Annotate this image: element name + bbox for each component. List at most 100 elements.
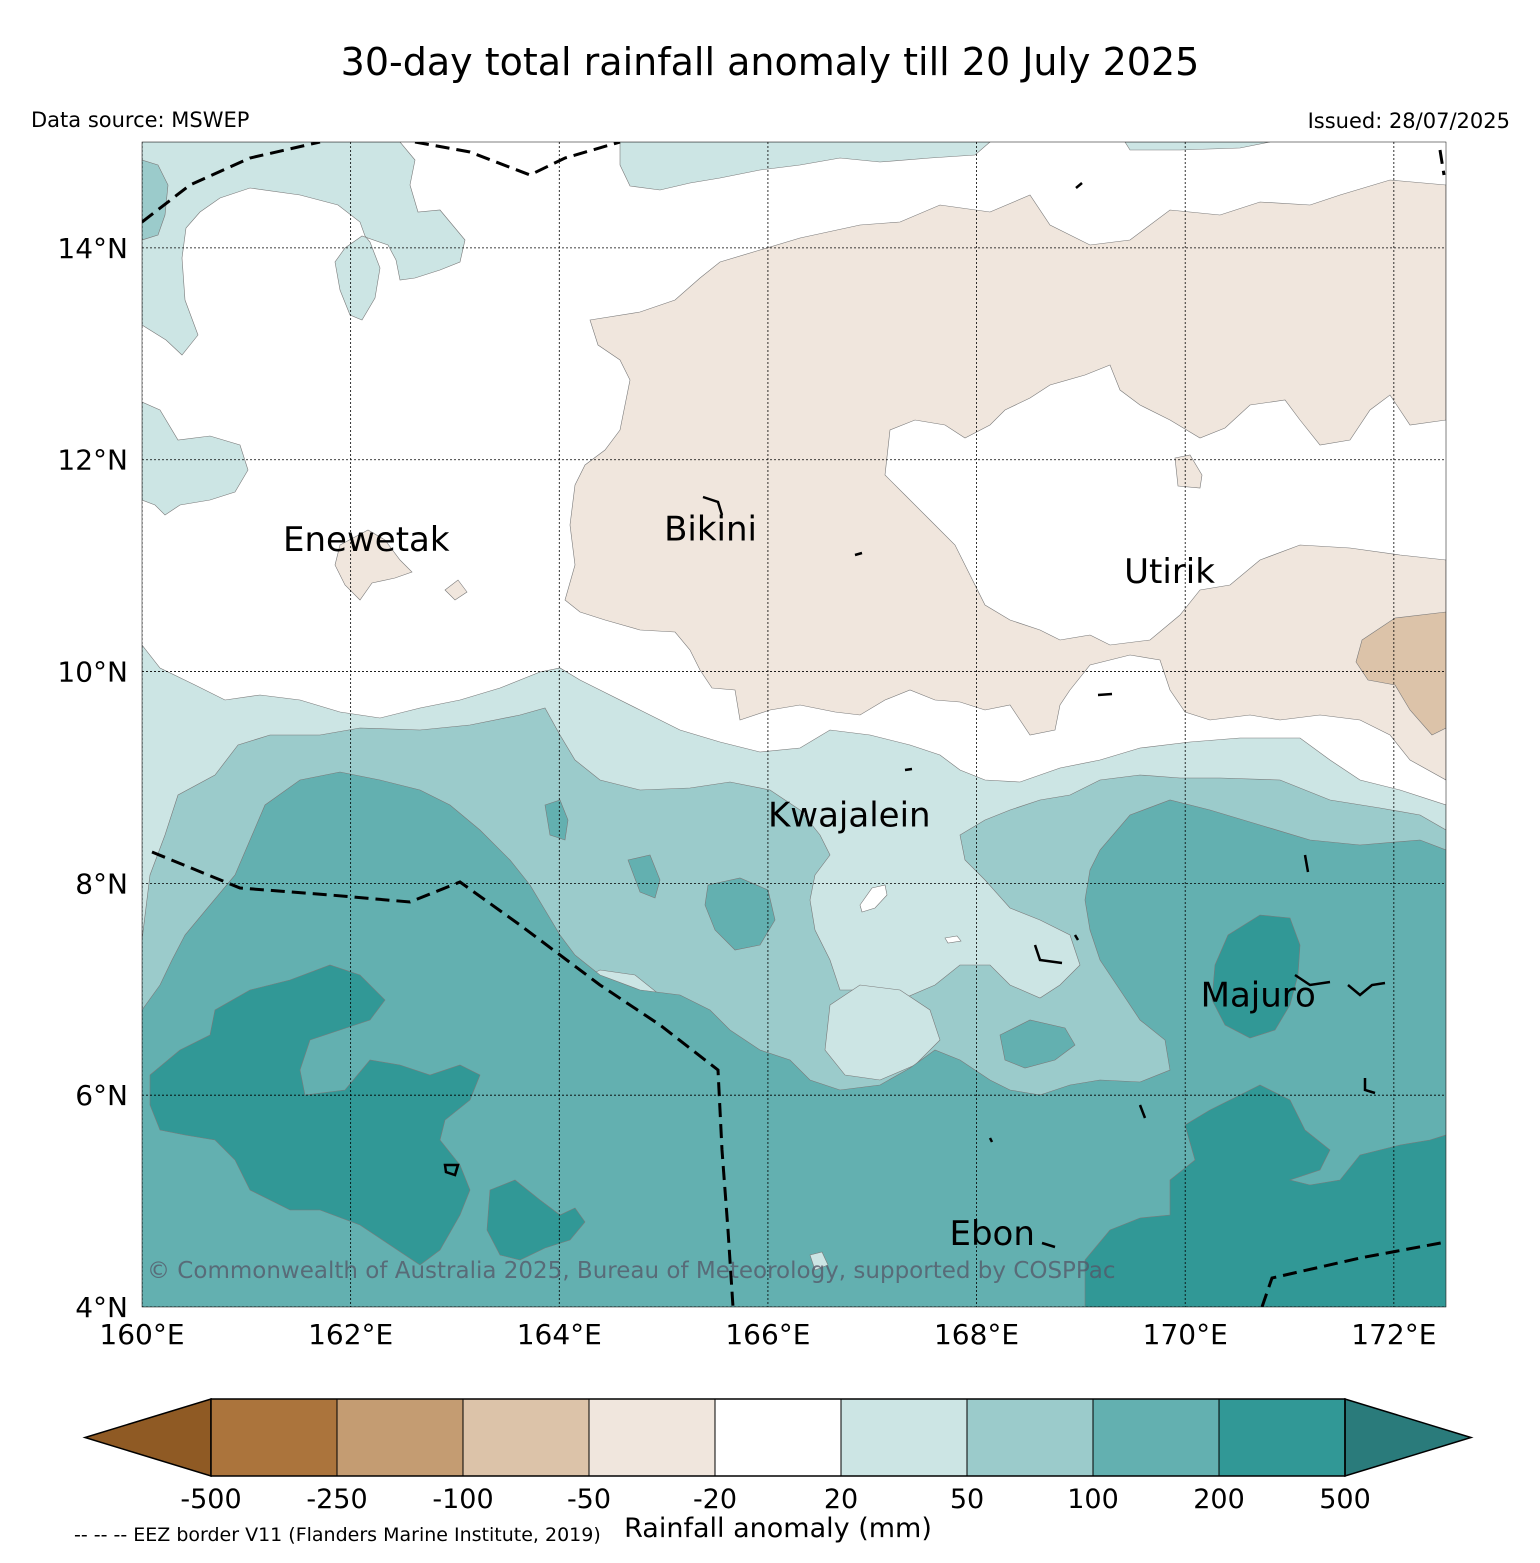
place-label: Kwajalein — [768, 796, 931, 836]
place-label: Majuro — [1201, 976, 1316, 1016]
atoll — [988, 1137, 994, 1143]
lon-tick-label: 172°E — [1351, 1318, 1436, 1351]
colorbar-bin — [1092, 1398, 1220, 1477]
eez-borders — [142, 142, 1446, 1307]
lon-tick-label: 162°E — [308, 1318, 393, 1351]
eez-border-marshall-southwest — [151, 850, 735, 1307]
light-wet-region-north — [619, 142, 991, 191]
colorbar-tick-label: -20 — [693, 1484, 737, 1515]
place-label: Utirik — [1124, 552, 1215, 592]
colorbar-under-arrow — [82, 1397, 212, 1478]
eez-border-marshall-north — [414, 142, 621, 177]
colorbar-bin — [840, 1398, 968, 1477]
colorbar-tick-label: 100 — [1067, 1484, 1119, 1515]
colorbar-tick-label: 20 — [824, 1484, 858, 1515]
colorbar-bin — [210, 1398, 338, 1477]
light-wet-dot — [809, 1251, 829, 1271]
latitude-labels: 14°N 12°N 10°N 8°N 6°N 4°N — [57, 232, 128, 1324]
light-wet-region-west — [142, 401, 249, 516]
place-labels: Enewetak Bikini Utirik Kwajalein Majuro Ebon — [283, 510, 1316, 1254]
atoll — [1041, 1241, 1056, 1249]
moderate-dry-patch — [1355, 611, 1446, 736]
atoll — [1097, 692, 1113, 697]
colorbar-frame — [210, 1398, 1346, 1477]
atoll — [1138, 1104, 1147, 1119]
colorbar-tick-label: -100 — [432, 1484, 493, 1515]
colorbar-bin — [588, 1398, 716, 1477]
colorbar-bin — [1218, 1398, 1346, 1477]
colorbar-bin — [966, 1398, 1094, 1477]
atoll — [443, 1163, 460, 1177]
lon-tick-label: 160°E — [99, 1318, 184, 1351]
lon-tick-label: 168°E — [934, 1318, 1019, 1351]
light-wet-dot — [859, 884, 888, 913]
atoll — [702, 495, 724, 516]
atoll — [854, 551, 863, 557]
lon-tick-label: 164°E — [517, 1318, 602, 1351]
graticule — [142, 142, 1446, 1307]
map-plot-area — [142, 142, 1446, 1307]
colorbar-bin — [336, 1398, 464, 1477]
light-wet-region-north — [1124, 142, 1271, 151]
colorbar-tick-label: -500 — [180, 1484, 241, 1515]
colorbar-tick-label: -250 — [306, 1484, 367, 1515]
colorbar-over-arrow — [1344, 1397, 1474, 1478]
majuro-atoll — [1347, 981, 1386, 997]
wet-patch — [544, 799, 569, 841]
colorbar-tick-label: -50 — [567, 1484, 611, 1515]
lat-tick-label: 8°N — [75, 867, 128, 900]
plot-frame — [141, 141, 1447, 1308]
kwajalein-atoll — [1033, 944, 1063, 965]
lat-tick-label: 14°N — [57, 232, 128, 265]
light-wet-patch — [824, 984, 941, 1081]
colorbar-tick-label: 200 — [1193, 1484, 1245, 1515]
place-label: Enewetak — [283, 520, 450, 560]
longitude-labels: 160°E 162°E 164°E 166°E 168°E 170°E 172°E — [99, 1318, 1436, 1351]
colorbar: -500 -250 -100 -50 -20 20 50 100 200 500 — [82, 1397, 1474, 1515]
wet-patch — [999, 1019, 1076, 1069]
dry-anomaly-patch — [334, 529, 413, 601]
majuro-atoll — [1294, 973, 1331, 987]
wet-region — [142, 771, 1446, 1307]
atoll — [1075, 182, 1083, 189]
atoll — [904, 767, 913, 772]
colorbar-title: Rainfall anomaly (mm) — [624, 1513, 932, 1544]
lat-tick-label: 10°N — [57, 656, 128, 689]
lat-tick-label: 6°N — [75, 1079, 128, 1112]
very-wet-region-majuro — [1211, 914, 1301, 1039]
dry-anomaly-patch — [444, 579, 468, 601]
atoll-coastlines — [443, 182, 1386, 1249]
colorbar-tick-label: 500 — [1319, 1484, 1371, 1515]
place-label: Ebon — [949, 1214, 1034, 1254]
light-wet-region-north — [142, 142, 466, 356]
eez-border-note: -- -- -- EEZ border V11 (Flanders Marine… — [74, 1524, 601, 1546]
lat-tick-label: 12°N — [57, 444, 128, 477]
wet-patch — [627, 854, 661, 899]
very-wet-region-southeast — [1084, 1084, 1446, 1307]
wet-patch-northwest — [142, 159, 169, 241]
eez-border-marshall-northeast — [1438, 149, 1446, 176]
dry-anomaly-patch — [1174, 454, 1203, 489]
colorbar-bin — [462, 1398, 590, 1477]
eez-border-marshall-southeast — [1260, 1240, 1446, 1307]
eez-border-marshall-north — [142, 142, 321, 224]
atoll — [1303, 854, 1310, 873]
lon-tick-label: 166°E — [725, 1318, 810, 1351]
light-wet-dot — [944, 935, 962, 944]
colorbar-bin — [714, 1398, 842, 1477]
atoll — [1363, 1078, 1376, 1095]
copyright-notice: © Commonwealth of Australia 2025, Bureau… — [147, 1258, 1116, 1284]
place-label: Bikini — [664, 510, 757, 550]
atoll — [1073, 934, 1080, 941]
lat-tick-label: 4°N — [75, 1291, 128, 1324]
lon-tick-label: 170°E — [1143, 1318, 1228, 1351]
wet-patch — [704, 877, 776, 951]
map-title: 30-day total rainfall anomaly till 20 Ju… — [340, 40, 1200, 84]
dry-anomaly-region — [564, 179, 1446, 781]
colorbar-tick-label: 50 — [950, 1484, 984, 1515]
very-wet-region-southwest — [149, 964, 481, 1266]
very-wet-patch — [486, 1179, 586, 1261]
data-source-label: Data source: MSWEP — [31, 108, 250, 132]
issued-date-label: Issued: 28/07/2025 — [1307, 109, 1510, 133]
